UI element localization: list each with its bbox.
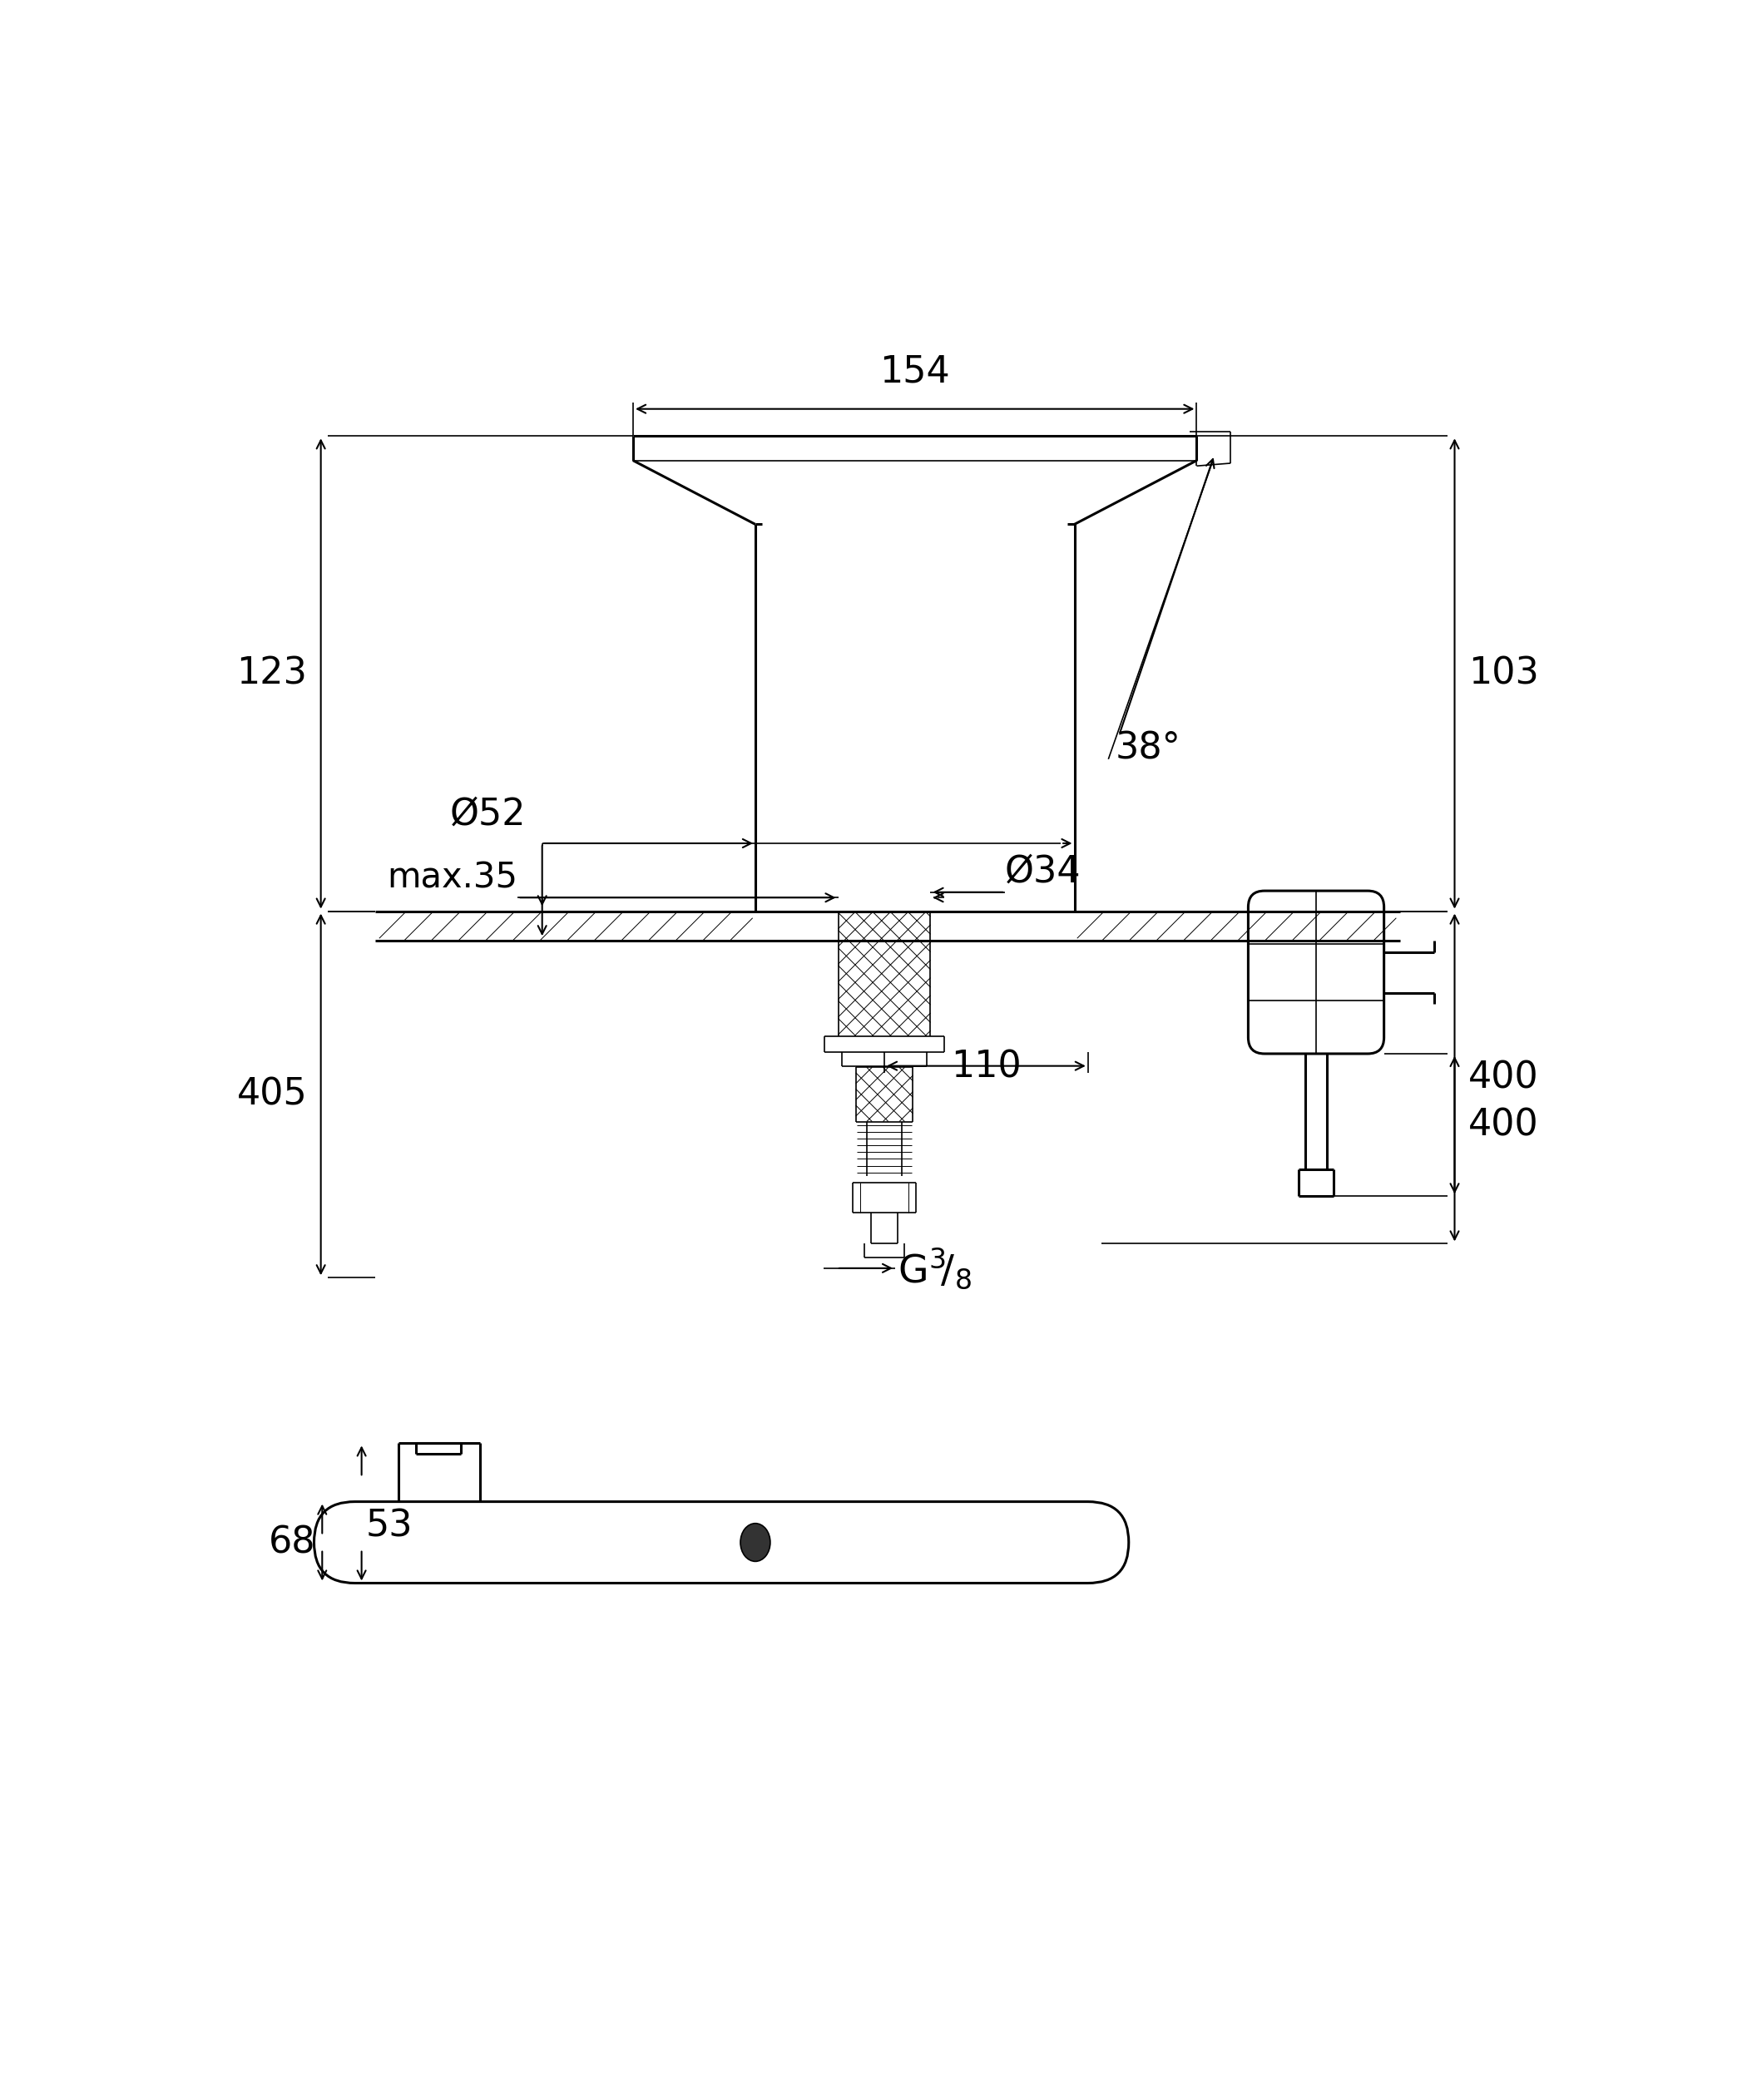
Text: 154: 154: [880, 355, 950, 391]
FancyBboxPatch shape: [1247, 890, 1384, 1054]
FancyBboxPatch shape: [314, 1502, 1128, 1583]
Text: 110: 110: [951, 1050, 1021, 1086]
Text: max.35: max.35: [387, 861, 519, 895]
Text: Ø52: Ø52: [450, 796, 526, 832]
Text: 38°: 38°: [1116, 731, 1181, 766]
Text: 400: 400: [1468, 1060, 1538, 1096]
Text: 103: 103: [1468, 655, 1538, 691]
Text: G$^{3}\!/{_8}$: G$^{3}\!/{_8}$: [899, 1245, 972, 1291]
Text: 53: 53: [366, 1508, 413, 1543]
Text: Ø34: Ø34: [1006, 855, 1081, 890]
Text: 123: 123: [237, 655, 307, 691]
Ellipse shape: [741, 1522, 771, 1562]
Text: 400: 400: [1468, 1107, 1538, 1142]
Text: 68: 68: [268, 1525, 315, 1560]
Text: 405: 405: [237, 1077, 307, 1113]
